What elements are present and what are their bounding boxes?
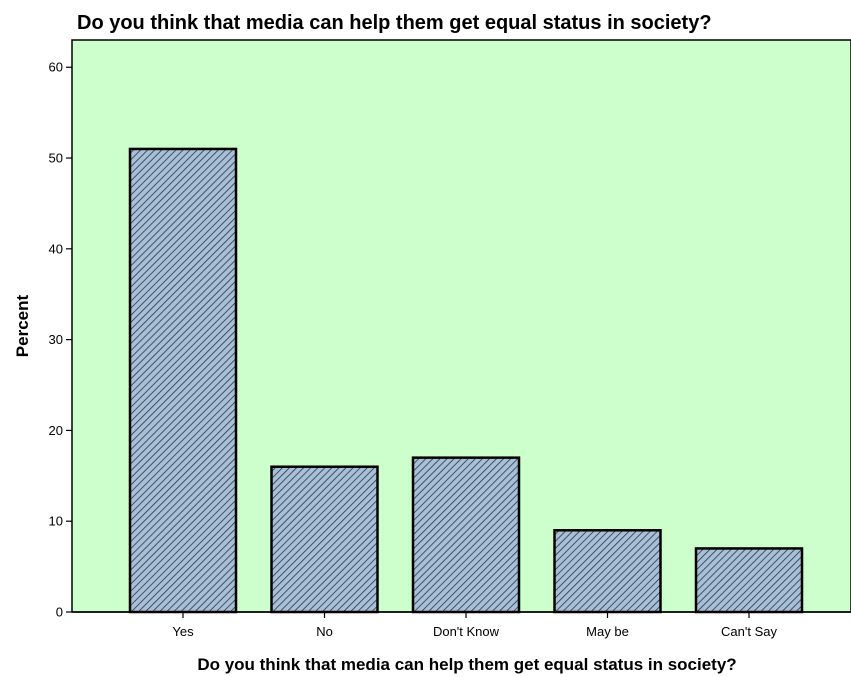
y-tick-label: 10 — [49, 514, 63, 529]
y-tick-label: 60 — [49, 60, 63, 75]
bar-series — [128, 147, 804, 614]
x-tick-label: Yes — [172, 624, 194, 639]
x-tick-label: Can't Say — [721, 624, 777, 639]
x-axis-title: Do you think that media can help them ge… — [197, 655, 736, 674]
bar-don-t-know — [411, 456, 521, 614]
bar-no — [270, 465, 379, 614]
y-axis: 0 10 20 30 40 50 60 — [49, 60, 72, 620]
x-tick-label: No — [316, 624, 333, 639]
bar-can-t-say — [694, 547, 804, 614]
bar-yes — [128, 147, 238, 614]
y-tick-label: 20 — [49, 423, 63, 438]
y-tick-label: 30 — [49, 332, 63, 347]
x-tick-label: May be — [586, 624, 629, 639]
x-axis: Yes No Don't Know May be Can't Say — [72, 611, 851, 639]
bar-may-be — [553, 529, 662, 614]
y-axis-title: Percent — [13, 294, 32, 357]
chart-title: Do you think that media can help them ge… — [77, 12, 712, 34]
x-tick-label: Don't Know — [433, 624, 500, 639]
y-tick-label: 50 — [49, 151, 63, 166]
y-tick-label: 0 — [56, 605, 63, 620]
y-tick-label: 40 — [49, 241, 63, 256]
